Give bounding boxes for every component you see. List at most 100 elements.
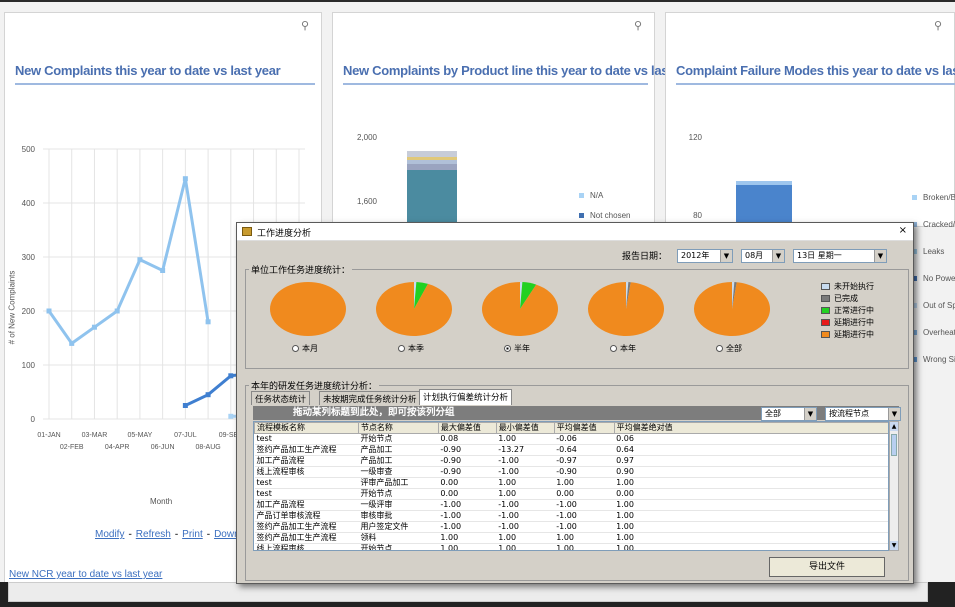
- y-tick-label: 400: [22, 199, 36, 208]
- table-cell: -0.97: [554, 455, 615, 467]
- table-cell: 0.00: [438, 477, 497, 489]
- table-row[interactable]: 产品订单审核流程 审核审批 -1.00 -1.00 -1.00 1.00: [254, 510, 888, 522]
- y-tick-label: 1,600: [356, 197, 377, 206]
- table-cell: 评审产品加工: [358, 477, 439, 489]
- tab-overdue[interactable]: 未按期完成任务统计分析: [319, 391, 421, 405]
- table-cell: 1.00: [496, 543, 555, 550]
- table-row[interactable]: 签约产品加工生产流程 领料 1.00 1.00 1.00 1.00: [254, 532, 888, 544]
- close-icon[interactable]: ×: [898, 225, 907, 236]
- table-row[interactable]: 线上流程审核 一级审查 -0.90 -1.00 -0.90 0.90: [254, 466, 888, 478]
- column-header[interactable]: 平均偏差绝对值: [613, 422, 888, 434]
- pie-slice: [414, 282, 417, 309]
- y-tick-label: 300: [22, 253, 36, 262]
- table-row[interactable]: test 评审产品加工 0.00 1.00 1.00 1.00: [254, 477, 888, 489]
- table-row[interactable]: test 开始节点 0.08 1.00 -0.06 0.06: [254, 433, 888, 445]
- data-point: [91, 324, 97, 330]
- pie-radio[interactable]: 全部: [716, 343, 742, 354]
- table-row[interactable]: test 开始节点 0.00 1.00 0.00 0.00: [254, 488, 888, 500]
- y-tick-label: 120: [688, 133, 702, 142]
- month-select[interactable]: 08月 ▼: [741, 249, 785, 263]
- pie-slice: [626, 282, 629, 309]
- x-tick-label: 06-JUN: [151, 444, 175, 451]
- pin-icon[interactable]: ⚲: [934, 19, 943, 32]
- modify-link[interactable]: Modify: [95, 529, 125, 540]
- deviation-table: 流程模板名称 节点名称 最大偏差值 最小偏差值 平均偏差值 平均偏差绝对值 test 开始节…: [253, 421, 889, 551]
- pin-icon[interactable]: ⚲: [634, 19, 643, 32]
- table-cell: 签约产品加工生产流程: [254, 444, 359, 456]
- table-cell: -1.00: [554, 521, 615, 533]
- legend-item: Overheat: [912, 328, 955, 337]
- column-header[interactable]: 节点名称: [357, 422, 439, 434]
- table-row[interactable]: 签约产品加工生产流程 产品加工 -0.90 -13.27 -0.64 0.64: [254, 444, 888, 456]
- table-cell: 0.90: [614, 466, 888, 478]
- dialog-titlebar[interactable]: 工作进度分析 ×: [237, 223, 913, 241]
- filter-select[interactable]: 全部 ▼: [761, 407, 817, 421]
- table-cell: 1.00: [614, 521, 888, 533]
- table-cell: 用户签定文件: [358, 521, 439, 533]
- x-tick-label: 04-APR: [105, 444, 130, 451]
- table-row[interactable]: 签约产品加工生产流程 用户签定文件 -1.00 -1.00 -1.00 1.00: [254, 521, 888, 533]
- pin-icon[interactable]: ⚲: [301, 19, 310, 32]
- table-cell: test: [254, 433, 359, 445]
- table-cell: -0.90: [438, 455, 497, 467]
- x-tick-label: 09-SEP: [219, 432, 243, 439]
- table-cell: -1.00: [496, 466, 555, 478]
- data-point: [137, 257, 143, 263]
- year-select[interactable]: 2012年 ▼: [677, 249, 733, 263]
- table-cell: -13.27: [496, 444, 555, 456]
- pie-slice: [414, 282, 428, 309]
- table-cell: -1.00: [496, 499, 555, 511]
- title-underline: [676, 83, 955, 85]
- table-cell: 1.00: [496, 532, 555, 544]
- table-cell: 1.00: [554, 477, 615, 489]
- panel-links: Modify-Refresh-Print-Download: [95, 529, 259, 540]
- legend-item: 未开始执行: [821, 281, 874, 292]
- radio-icon: [716, 345, 723, 352]
- scroll-thumb[interactable]: [891, 434, 897, 456]
- pie-slice: [376, 282, 453, 336]
- group-by-hint[interactable]: 拖动某列标题到此处，即可按该列分组: [253, 406, 899, 420]
- table-cell: 1.00: [614, 543, 888, 550]
- table-row[interactable]: 线上流程审核 开始节点 1.00 1.00 1.00 1.00: [254, 543, 888, 550]
- table-cell: -0.64: [554, 444, 615, 456]
- data-point: [46, 308, 52, 314]
- group-mode-select[interactable]: 按流程节点 ▼: [825, 407, 901, 421]
- column-header[interactable]: 平均偏差值: [553, 422, 615, 434]
- column-header[interactable]: 最大偏差值: [437, 422, 497, 434]
- table-cell: -0.90: [554, 466, 615, 478]
- bar-segment-gray: [407, 164, 457, 170]
- data-point: [182, 176, 188, 182]
- day-select[interactable]: 13日 星期一 ▼: [793, 249, 887, 263]
- table-cell: -0.90: [438, 466, 497, 478]
- x-tick-label: 02-FEB: [60, 444, 84, 451]
- scroll-up-icon[interactable]: ▲: [890, 422, 898, 431]
- table-scrollbar[interactable]: ▲ ▼: [889, 421, 899, 551]
- column-header[interactable]: 流程模板名称: [254, 422, 359, 434]
- scroll-down-icon[interactable]: ▼: [890, 541, 898, 550]
- export-file-button[interactable]: 导出文件: [769, 557, 885, 577]
- dialog-title: 工作进度分析: [257, 229, 312, 239]
- data-point: [228, 413, 234, 419]
- table-cell: 产品加工: [358, 444, 439, 456]
- column-header[interactable]: 最小偏差值: [495, 422, 555, 434]
- ncr-link[interactable]: New NCR year to date vs last year: [9, 569, 163, 580]
- tab-deviation[interactable]: 计划执行偏差统计分析: [419, 389, 513, 405]
- pie-slice: [270, 282, 346, 336]
- print-link[interactable]: Print: [182, 529, 203, 540]
- table-cell: 0.08: [438, 433, 497, 445]
- pie-slice: [732, 282, 735, 309]
- table-cell: 1.00: [496, 488, 555, 500]
- pie-radio[interactable]: 半年: [504, 343, 530, 354]
- pie-radio[interactable]: 本月: [292, 343, 318, 354]
- table-row[interactable]: 加工产品流程 产品加工 -0.90 -1.00 -0.97 0.97: [254, 455, 888, 467]
- tab-status[interactable]: 任务状态统计: [251, 391, 311, 405]
- table-cell: 0.00: [614, 488, 888, 500]
- table-row[interactable]: 加工产品流程 一级评审 -1.00 -1.00 -1.00 1.00: [254, 499, 888, 511]
- chevron-down-icon: ▼: [888, 408, 900, 420]
- table-cell: 1.00: [614, 499, 888, 511]
- pie-radio[interactable]: 本季: [398, 343, 424, 354]
- pie-radio[interactable]: 本年: [610, 343, 636, 354]
- table-cell: -1.00: [554, 510, 615, 522]
- refresh-link[interactable]: Refresh: [135, 529, 171, 540]
- chevron-down-icon: ▼: [874, 250, 886, 262]
